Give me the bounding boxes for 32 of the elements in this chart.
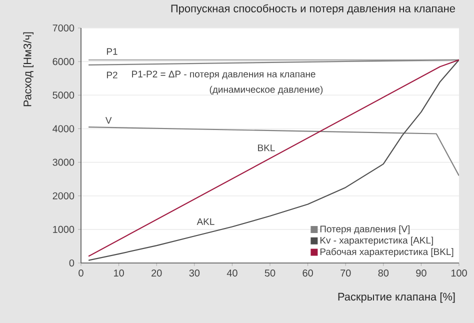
x-axis-title: Раскрытие клапана [%] <box>338 292 455 303</box>
x-tick-label: 60 <box>302 270 313 277</box>
y-tick-label: 5000 <box>52 92 74 99</box>
x-tick-label: 40 <box>226 270 238 277</box>
legend-label: Рабочая характеристика [BKL] <box>320 248 454 257</box>
x-tick-label: 30 <box>189 270 200 277</box>
y-axis-title: Расход [Нм3/ч] <box>23 32 34 106</box>
y-tick-label: 0 <box>69 259 74 267</box>
y-tick-label: 1000 <box>53 226 74 233</box>
annotation: P2 <box>106 72 118 78</box>
annotation: V <box>105 117 112 124</box>
annotation: BKL <box>258 144 275 152</box>
x-tick-label: 50 <box>264 270 276 277</box>
x-tick-label: 100 <box>451 270 467 277</box>
annotation: P1-P2 = ΔP - потеря давления на клапане <box>132 70 316 80</box>
y-tick-label: 7000 <box>52 24 74 32</box>
annotation: (динамическое давление) <box>210 86 323 95</box>
annotation: AKL <box>196 218 214 225</box>
chart-title: Пропускная способность и потеря давления на клапане <box>171 4 455 14</box>
y-tick-label: 4000 <box>52 125 74 132</box>
annotation: P1 <box>106 48 118 55</box>
legend-label: Потеря давления [V] <box>320 225 410 234</box>
y-tick-label: 3000 <box>52 158 74 166</box>
y-tick-label: 2000 <box>52 192 74 200</box>
x-tick-label: 90 <box>416 270 426 277</box>
x-tick-label: 20 <box>152 270 162 277</box>
x-tick-label: 70 <box>340 270 351 277</box>
x-tick-label: 10 <box>114 270 124 277</box>
y-tick-label: 6000 <box>52 58 74 66</box>
legend-label: Kv - характеристика [AKL] <box>320 236 433 246</box>
x-tick-label: 80 <box>378 270 389 277</box>
x-tick-label: 0 <box>78 270 84 277</box>
